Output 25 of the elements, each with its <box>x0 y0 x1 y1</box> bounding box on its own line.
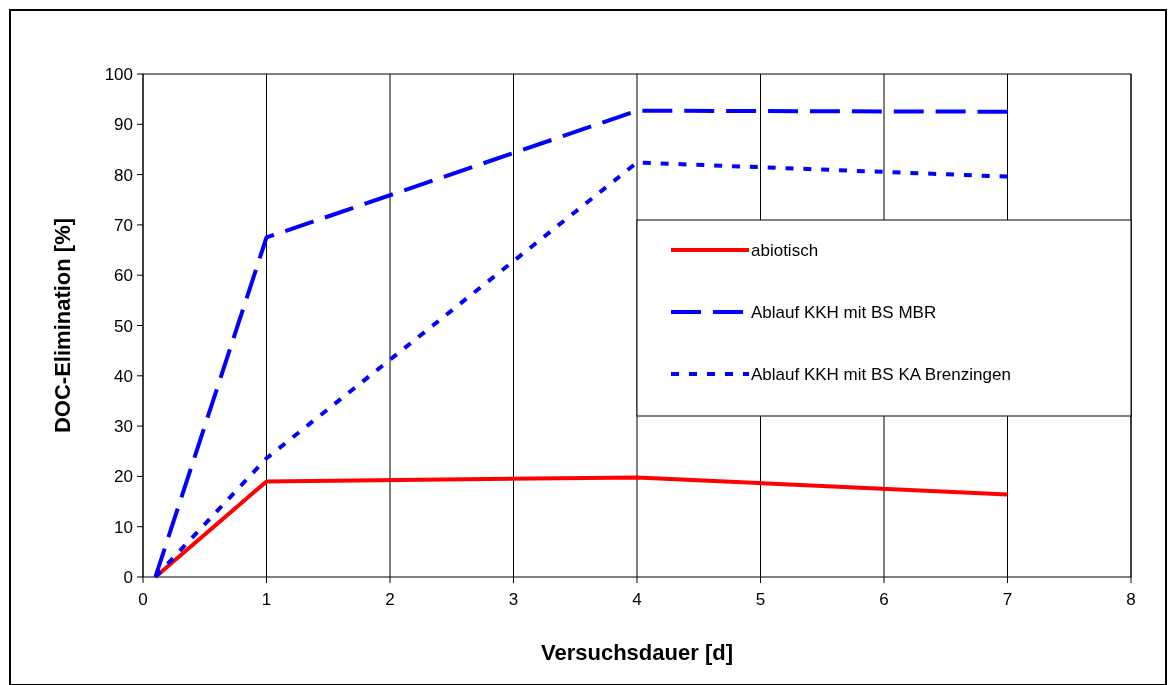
x-axis-title: Versuchsdauer [d] <box>541 640 733 665</box>
legend-label: abiotisch <box>751 241 819 260</box>
y-tick-label: 60 <box>114 266 133 286</box>
legend-label: Ablauf KKH mit BS KA Brenzingen <box>751 365 1011 384</box>
x-tick-label: 3 <box>508 590 519 609</box>
y-tick-label: 100 <box>104 65 133 84</box>
y-tick-label: 50 <box>114 316 133 336</box>
x-tick-label: 8 <box>1126 590 1136 609</box>
y-tick-label: 90 <box>114 115 133 135</box>
x-tick-label: 0 <box>138 590 148 609</box>
x-tick-label: 6 <box>879 590 889 609</box>
x-tick-label: 5 <box>755 590 766 609</box>
y-tick-label: 10 <box>114 517 133 537</box>
y-tick-label: 70 <box>114 215 133 235</box>
legend-label: Ablauf KKH mit BS MBR <box>751 303 937 322</box>
x-tick-label: 7 <box>1002 590 1013 609</box>
y-tick-label: 30 <box>114 417 133 437</box>
y-tick-label: 80 <box>114 165 133 185</box>
y-tick-label: 0 <box>123 568 133 587</box>
x-tick-label: 1 <box>261 590 272 609</box>
y-tick-label: 40 <box>114 366 133 386</box>
y-axis-title: DOC-Elimination [%] <box>50 217 75 434</box>
x-tick-label: 4 <box>632 590 642 609</box>
y-tick-label: 20 <box>114 467 133 487</box>
x-tick-label: 2 <box>385 590 395 609</box>
